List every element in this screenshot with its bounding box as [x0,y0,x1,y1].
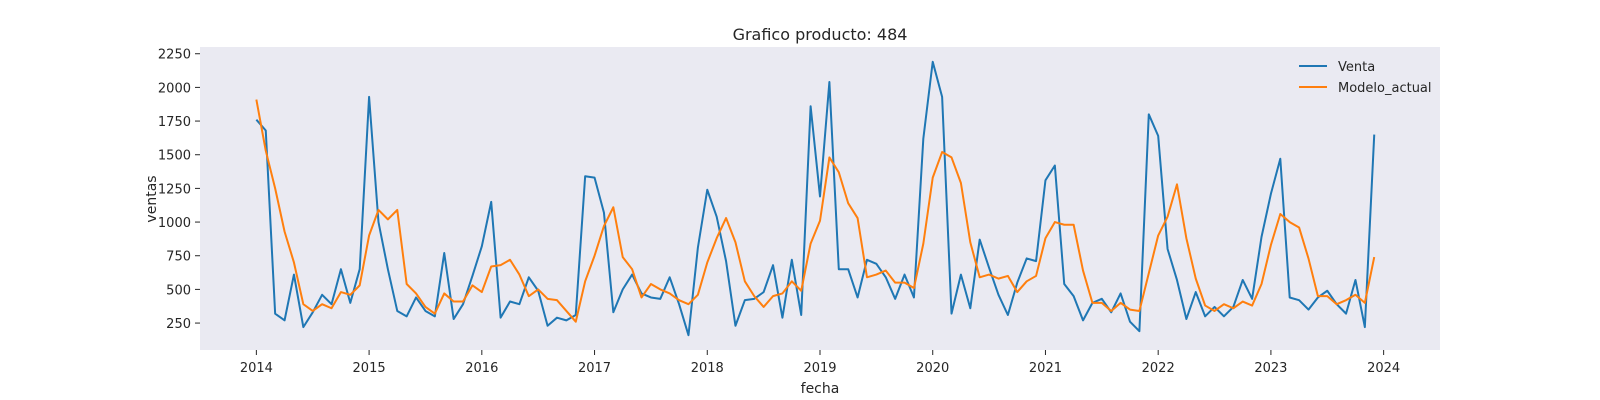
legend-label-modelo-actual: Modelo_actual [1338,81,1432,96]
y-tick-label: 1000 [158,216,191,231]
legend: Venta Modelo_actual [1299,60,1432,96]
x-tick-label: 2021 [1029,361,1062,376]
series-lines [255,60,1376,337]
y-tick-label: 750 [166,250,191,265]
x-tick-label: 2022 [1142,361,1175,376]
y-tick-label: 1750 [158,115,191,130]
x-tick-label: 2019 [803,361,836,376]
x-tick-label: 2023 [1254,361,1287,376]
x-tick-label: 2024 [1367,361,1400,376]
plot-area-background [200,47,1440,350]
y-tick-label: 2000 [158,81,191,96]
legend-label-venta: Venta [1338,60,1375,75]
x-axis: 2014 2015 2016 2017 2018 2019 2020 2021 2022 2023… [240,350,1400,376]
x-tick-label: 2014 [240,361,273,376]
x-tick-label: 2016 [465,361,498,376]
x-tick-label: 2018 [691,361,724,376]
chart-title: Grafico producto: 484 [733,25,908,44]
y-tick-label: 1250 [158,182,191,197]
series-line-modelo-actual [255,99,1376,323]
x-tick-label: 2015 [353,361,386,376]
x-tick-label: 2017 [578,361,611,376]
y-tick-label: 2250 [158,48,191,63]
y-tick-label: 1500 [158,149,191,164]
y-axis: 250 500 750 1000 1250 1500 1750 2000 2250 [158,48,200,332]
y-axis-label: ventas [144,175,160,222]
x-axis-label: fecha [801,381,840,397]
series-line-venta [255,60,1376,337]
x-tick-label: 2020 [916,361,949,376]
y-tick-label: 500 [166,283,191,298]
y-tick-label: 250 [166,317,191,332]
